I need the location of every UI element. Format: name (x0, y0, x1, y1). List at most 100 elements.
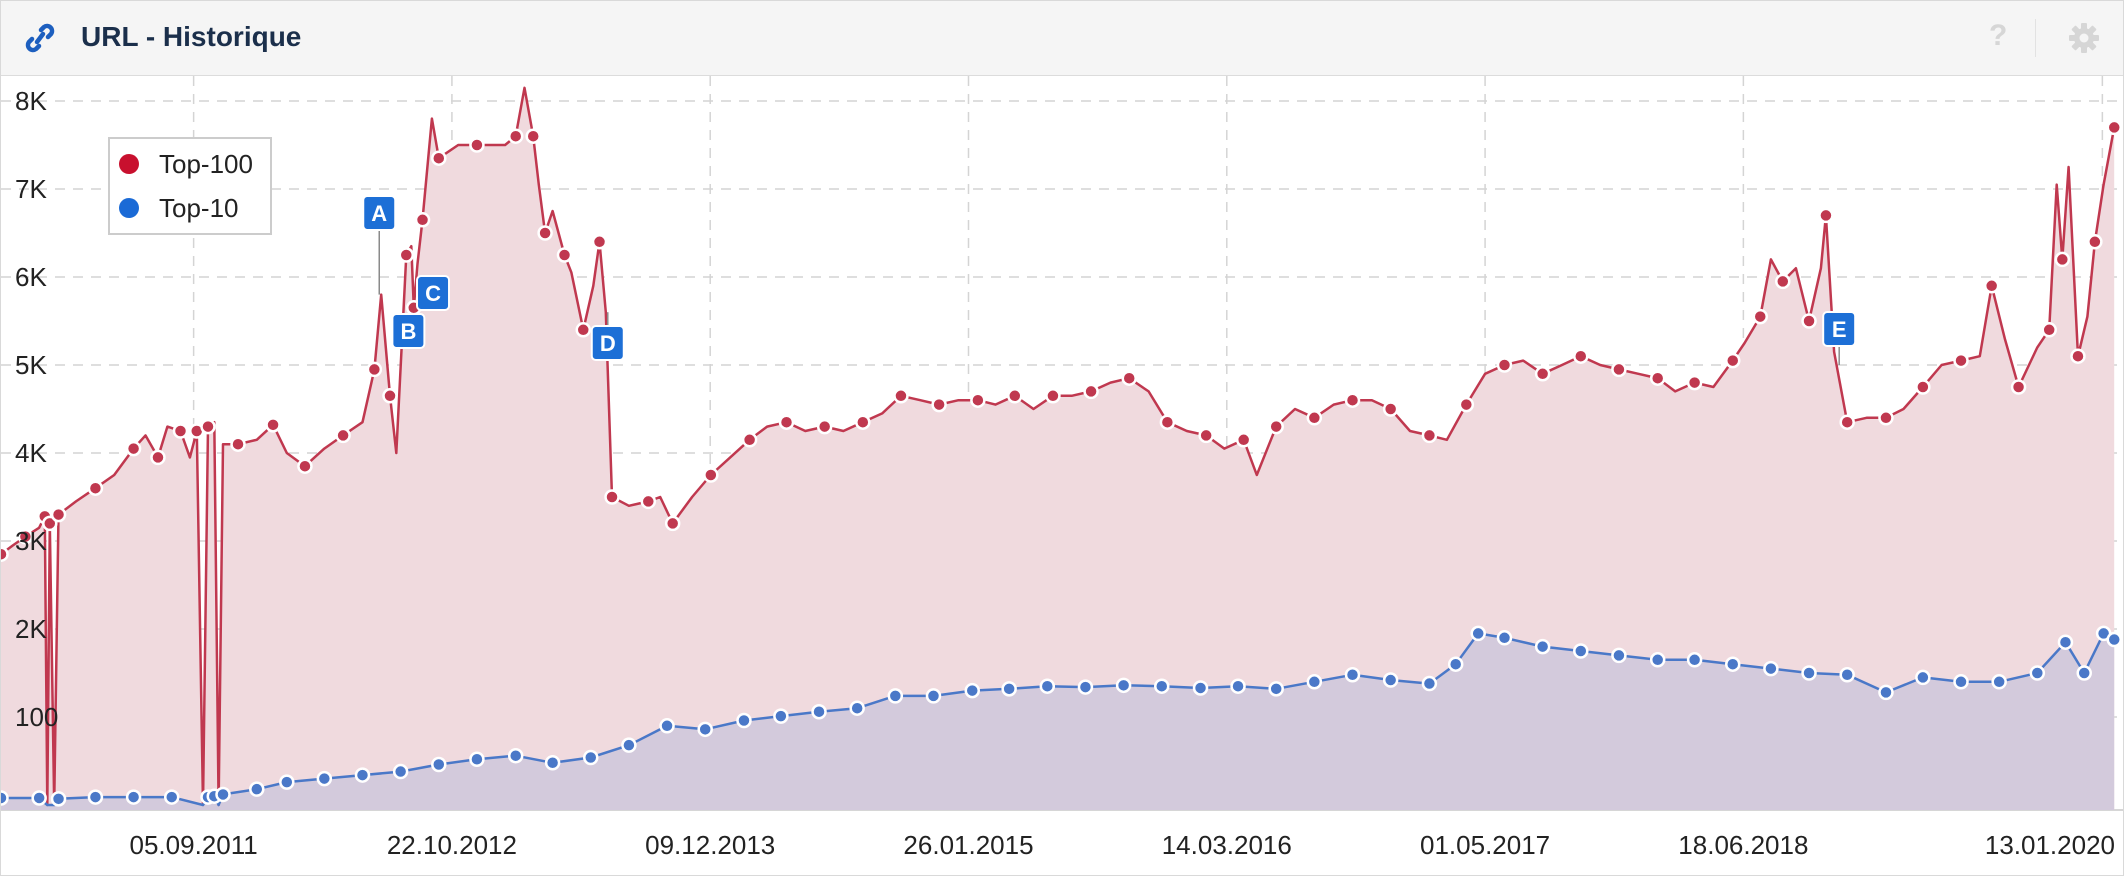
data-point-top-100[interactable] (1083, 383, 1099, 400)
data-point-top-10[interactable] (1953, 674, 1969, 690)
data-point-top-100[interactable] (1686, 374, 1703, 391)
data-point-top-100[interactable] (230, 436, 246, 452)
data-point-top-10[interactable] (1382, 672, 1399, 688)
data-point-top-100[interactable] (42, 515, 58, 532)
data-point-top-10[interactable] (811, 703, 827, 720)
data-point-top-100[interactable] (1752, 308, 1769, 325)
data-point-top-100[interactable] (1045, 388, 1061, 404)
data-point-top-10[interactable] (1534, 638, 1551, 655)
data-point-top-10[interactable] (31, 790, 47, 806)
data-point-top-100[interactable] (1839, 414, 1855, 430)
data-point-top-100[interactable] (2087, 234, 2103, 250)
data-point-top-100[interactable] (640, 493, 657, 510)
data-point-top-100[interactable] (1801, 313, 1817, 329)
data-point-top-100[interactable] (125, 440, 142, 457)
question-icon[interactable]: ? (1989, 19, 2008, 52)
data-point-top-100[interactable] (469, 137, 485, 153)
data-point-top-100[interactable] (1611, 361, 1627, 378)
data-point-top-10[interactable] (1611, 647, 1627, 664)
data-point-top-100[interactable] (1953, 352, 1969, 369)
data-point-top-100[interactable] (1983, 278, 2000, 294)
data-point-top-10[interactable] (964, 682, 981, 699)
data-point-top-100[interactable] (1, 546, 9, 562)
data-point-top-100[interactable] (1007, 388, 1023, 404)
data-point-top-10[interactable] (2029, 665, 2046, 681)
data-point-top-10[interactable] (1724, 656, 1741, 672)
data-point-top-100[interactable] (703, 467, 719, 483)
data-point-top-100[interactable] (2106, 119, 2122, 136)
data-point-top-10[interactable] (354, 767, 371, 783)
data-point-top-10[interactable] (2057, 634, 2074, 650)
data-point-top-10[interactable] (87, 789, 104, 805)
legend-label-top100[interactable]: Top-100 (159, 149, 253, 179)
data-point-top-10[interactable] (431, 756, 447, 773)
data-point-top-100[interactable] (1573, 348, 1589, 364)
data-point-top-100[interactable] (778, 414, 795, 430)
data-point-top-100[interactable] (265, 417, 281, 433)
event-marker-d[interactable]: D (590, 312, 625, 361)
data-point-top-10[interactable] (1268, 681, 1284, 697)
data-point-top-100[interactable] (970, 392, 986, 408)
data-point-top-10[interactable] (1154, 678, 1170, 694)
data-point-top-100[interactable] (1458, 396, 1475, 413)
event-marker-b[interactable]: B (391, 313, 426, 349)
data-point-top-10[interactable] (279, 774, 295, 790)
data-point-top-100[interactable] (855, 414, 871, 430)
data-point-top-10[interactable] (1496, 630, 1513, 646)
legend-label-top10[interactable]: Top-10 (159, 193, 239, 223)
gear-icon[interactable] (2067, 21, 2101, 55)
data-point-top-100[interactable] (525, 128, 541, 144)
data-point-top-10[interactable] (469, 751, 485, 767)
data-point-top-100[interactable] (1198, 427, 1214, 444)
data-point-top-100[interactable] (1268, 418, 1284, 435)
data-point-top-100[interactable] (741, 432, 758, 448)
data-point-top-100[interactable] (664, 515, 681, 532)
data-point-top-10[interactable] (697, 721, 713, 738)
data-point-top-10[interactable] (773, 708, 789, 724)
data-point-top-100[interactable] (17, 528, 34, 545)
data-point-top-100[interactable] (1878, 410, 1894, 426)
data-point-top-10[interactable] (1, 790, 9, 806)
data-point-top-100[interactable] (382, 388, 398, 404)
data-point-top-100[interactable] (537, 225, 553, 241)
data-point-top-100[interactable] (1121, 370, 1137, 386)
data-point-top-100[interactable] (1724, 352, 1741, 369)
data-point-top-100[interactable] (604, 489, 620, 505)
data-point-top-100[interactable] (1775, 273, 1791, 290)
data-point-top-10[interactable] (163, 789, 180, 805)
data-point-top-100[interactable] (431, 150, 447, 166)
data-point-top-100[interactable] (1915, 379, 1931, 395)
data-point-top-10[interactable] (2076, 665, 2092, 681)
data-point-top-10[interactable] (1801, 665, 1817, 681)
data-point-top-100[interactable] (507, 128, 524, 144)
data-point-top-10[interactable] (50, 791, 67, 807)
data-point-top-100[interactable] (200, 418, 216, 435)
data-point-top-10[interactable] (1230, 678, 1246, 694)
data-point-top-100[interactable] (1382, 401, 1399, 417)
event-marker-a[interactable]: A (362, 195, 397, 295)
data-point-top-100[interactable] (893, 388, 909, 404)
data-point-top-10[interactable] (2106, 631, 2122, 648)
data-point-top-10[interactable] (1686, 652, 1703, 668)
data-point-top-100[interactable] (398, 247, 415, 263)
data-point-top-100[interactable] (414, 212, 431, 228)
data-point-top-10[interactable] (1344, 667, 1361, 683)
data-point-top-10[interactable] (1878, 684, 1894, 701)
data-point-top-10[interactable] (215, 786, 231, 803)
data-point-top-10[interactable] (1763, 660, 1779, 677)
data-point-top-100[interactable] (172, 423, 189, 439)
data-point-top-100[interactable] (931, 396, 947, 413)
event-marker-e[interactable]: E (1822, 311, 1857, 365)
data-point-top-100[interactable] (575, 322, 592, 338)
data-point-top-100[interactable] (366, 361, 383, 378)
data-point-top-10[interactable] (544, 755, 561, 771)
data-point-top-100[interactable] (150, 449, 166, 466)
data-point-top-10[interactable] (849, 700, 865, 716)
data-point-top-10[interactable] (1039, 678, 1056, 694)
data-point-top-100[interactable] (1496, 357, 1513, 373)
data-point-top-100[interactable] (1534, 366, 1551, 382)
data-point-top-10[interactable] (1649, 652, 1666, 668)
data-point-top-100[interactable] (556, 247, 573, 263)
data-point-top-10[interactable] (1077, 679, 1094, 695)
data-point-top-10[interactable] (1915, 669, 1931, 686)
